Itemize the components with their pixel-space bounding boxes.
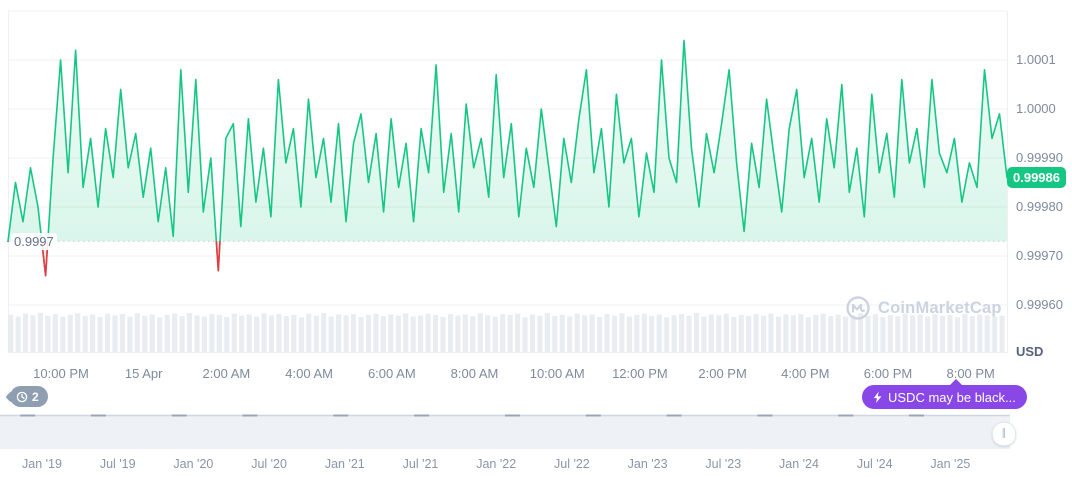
y-axis-tick: 1.0000 (1016, 101, 1056, 116)
timeline-label: Jul '23 (705, 457, 742, 471)
x-axis-tick: 8:00 AM (450, 366, 499, 381)
y-axis-tick: 0.99990 (1016, 150, 1063, 165)
x-axis-tick: 10:00 PM (33, 366, 89, 381)
timeline-label: Jan '20 (173, 457, 214, 471)
y-axis-tick: 0.99960 (1016, 297, 1063, 312)
x-axis-tick: 10:00 AM (529, 366, 585, 381)
x-axis-tick: 12:00 PM (612, 366, 668, 381)
history-clock-icon (16, 391, 28, 402)
x-axis-tick: 2:00 PM (698, 366, 747, 381)
annotation-count: 2 (32, 389, 39, 404)
lightning-icon (873, 391, 882, 403)
current-price-badge: 0.99986 (1007, 167, 1066, 188)
timeline-label: Jul '24 (856, 457, 893, 471)
annotation-count-badge[interactable]: 2 (10, 386, 48, 407)
alert-text: USDC may be black... (888, 389, 1016, 405)
x-axis-tick: 8:00 PM (946, 366, 995, 381)
x-axis-tick: 2:00 AM (202, 366, 251, 381)
low-price-annotation: 0.9997 (11, 233, 57, 250)
x-axis-tick: 4:00 PM (781, 366, 830, 381)
currency-unit-label: USD (1016, 344, 1044, 359)
timeline-label: Jul '22 (554, 457, 590, 471)
timeline-label: Jul '21 (402, 457, 439, 471)
drag-handle-icon: ∥ (1001, 428, 1007, 439)
timeline-label: Jan '22 (476, 457, 517, 471)
navigator-handle[interactable]: ∥ (992, 422, 1016, 446)
watermark-text: CoinMarketCap (878, 298, 1002, 317)
y-axis-tick: 0.99980 (1016, 199, 1063, 214)
y-axis-tick: 0.99970 (1016, 248, 1063, 263)
x-axis-tick: 6:00 PM (863, 366, 913, 381)
volume-bars (8, 312, 1005, 353)
timeline-label: Jan '23 (627, 457, 668, 471)
timeline-label: Jan '19 (22, 457, 62, 471)
navigator-band[interactable] (0, 414, 1010, 449)
y-axis-tick: 1.0001 (1016, 52, 1056, 67)
timeline-label: Jan '24 (779, 457, 819, 471)
x-axis-tick: 15 Apr (124, 366, 163, 381)
x-axis-tick: 4:00 AM (285, 366, 333, 381)
usdc-alert-badge[interactable]: USDC may be black... (862, 379, 1027, 409)
coinmarketcap-logo-icon (846, 296, 870, 320)
timeline-label: Jan '21 (324, 457, 365, 471)
x-axis-tick: 6:00 AM (367, 366, 416, 381)
price-line (7, 39, 1008, 277)
timeline-label: Jan '25 (930, 457, 971, 471)
watermark: CoinMarketCap (845, 295, 1002, 321)
timeline-label: Jul '20 (251, 457, 287, 471)
timeline-label: Jul '19 (99, 457, 136, 471)
